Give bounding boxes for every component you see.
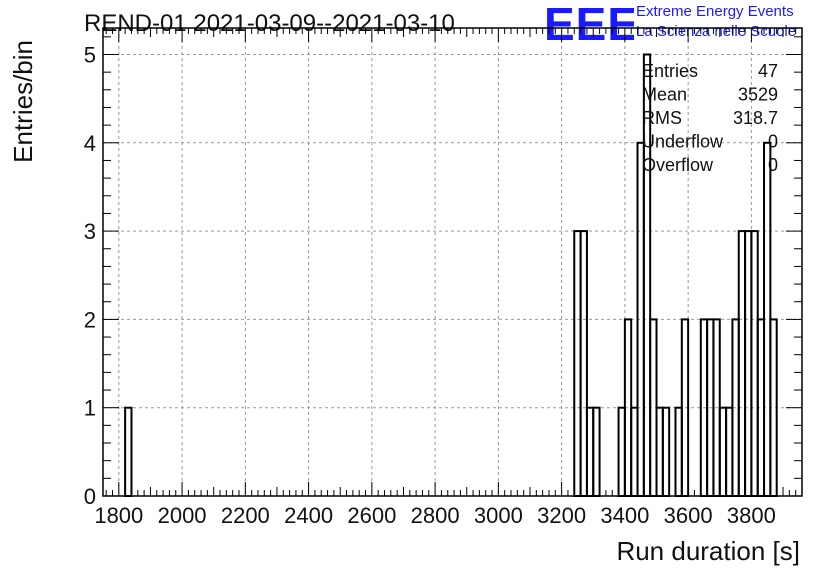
x-tick-label: 2800 [411, 503, 460, 528]
y-tick-label: 5 [84, 42, 96, 67]
x-tick-label: 2400 [284, 503, 333, 528]
histogram-bin [661, 406, 671, 498]
stats-value: 3529 [738, 85, 778, 105]
stats-label: Underflow [642, 132, 724, 152]
x-tick-label: 3400 [600, 503, 649, 528]
y-tick-label: 2 [84, 307, 96, 332]
grid-layer [103, 28, 802, 496]
y-tick-label: 1 [84, 396, 96, 421]
stats-label: Overflow [642, 155, 714, 175]
stats-value: 318.7 [733, 108, 778, 128]
histogram-bin [124, 406, 133, 498]
x-tick-label: 2200 [221, 503, 270, 528]
logo-line-1: Extreme Energy Events [636, 3, 794, 20]
stats-label: Entries [642, 61, 698, 81]
histogram-bin [769, 318, 778, 498]
x-tick-label: 3200 [537, 503, 586, 528]
eee-logo-letters: EEE [544, 0, 638, 50]
y-axis-label: Entries/bin [8, 40, 38, 163]
x-tick-label: 2600 [347, 503, 396, 528]
plot-frame [102, 27, 803, 497]
y-tick-label: 4 [84, 131, 96, 156]
stats-label: RMS [642, 108, 682, 128]
x-tick-label: 3600 [664, 503, 713, 528]
axis-layer: 1800 2000 2200 2400 2600 2800 3000 3200 3400 3600… [84, 27, 803, 528]
x-tick-label: 2000 [158, 503, 207, 528]
stats-value: 0 [768, 155, 778, 175]
x-axis-label: Run duration [s] [616, 536, 800, 566]
stats-value: 47 [758, 61, 778, 81]
histogram-bin [680, 318, 690, 498]
x-tick-label: 3000 [474, 503, 523, 528]
stats-box: Entries 47 Mean 3529 RMS 318.7 Underflow 0 Overf… [642, 61, 778, 175]
x-tick-label: 3800 [727, 503, 776, 528]
y-tick-label: 3 [84, 219, 96, 244]
eee-logo: EEE [544, 0, 638, 51]
stats-label: Mean [642, 85, 687, 105]
y-tick-label: 0 [84, 484, 96, 509]
x-tick-label: 1800 [94, 503, 143, 528]
histogram-bin [592, 406, 601, 498]
logo-letters-text: EEE [544, 2, 634, 46]
stats-value: 0 [768, 132, 778, 152]
page-title: REND-01 2021-03-09--2021-03-10 [84, 10, 455, 37]
